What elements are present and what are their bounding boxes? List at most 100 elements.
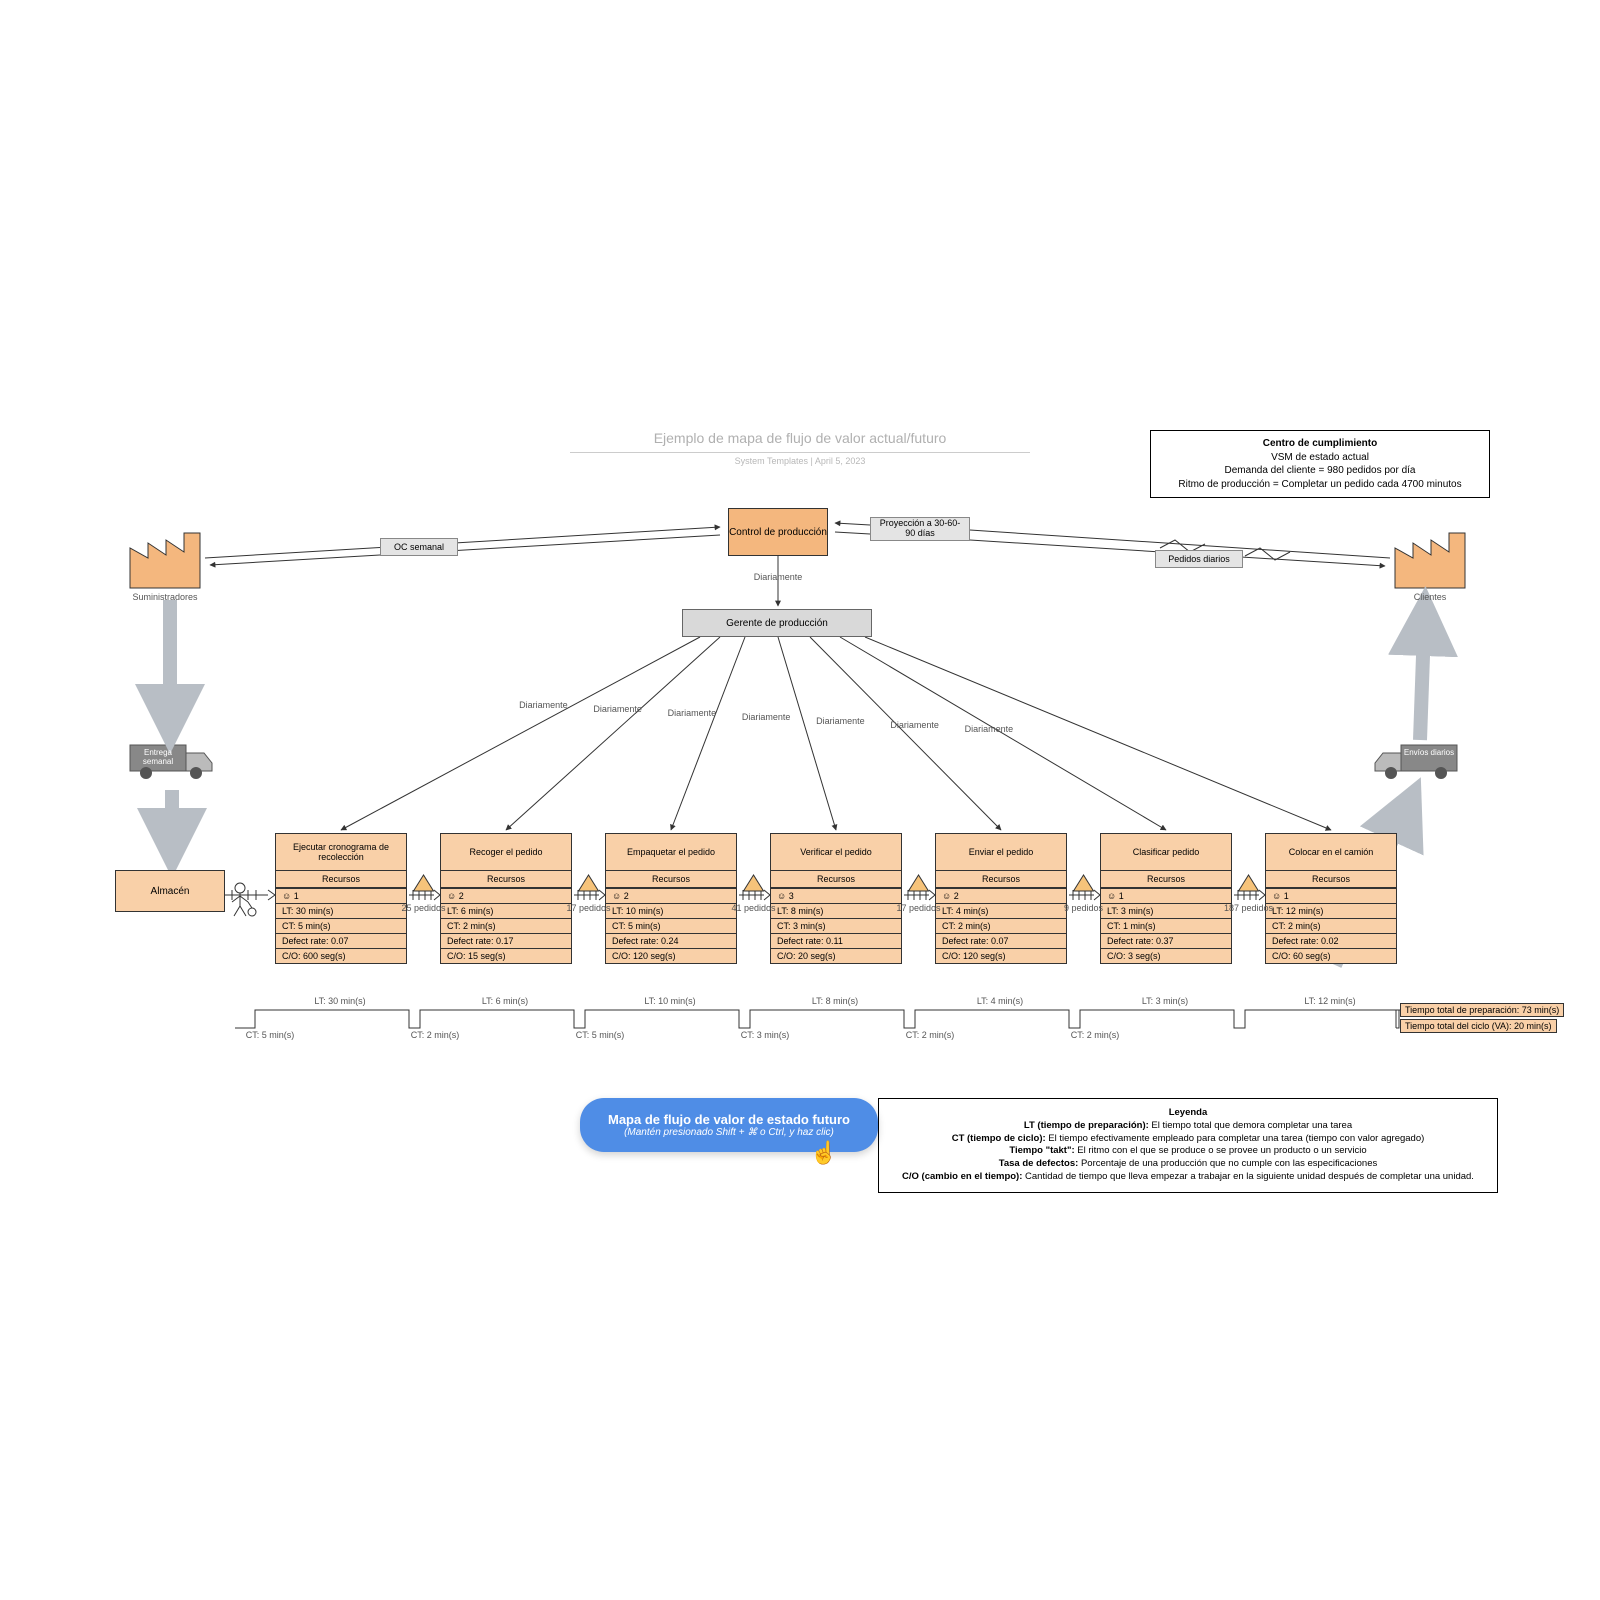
push-qty-1: 17 pedidos [561,903,617,913]
process-box-1: Recoger el pedidoRecursos☺ 2LT: 6 min(s)… [440,833,572,964]
step-lt-1: LT: 6 min(s) [450,996,560,1006]
process-lt: LT: 8 min(s) [771,903,901,918]
production-control-box: Control de producción [728,508,828,556]
process-name: Verificar el pedido [771,834,901,871]
process-lt: LT: 3 min(s) [1101,903,1231,918]
process-ct: CT: 5 min(s) [606,918,736,933]
push-arrow-3 [739,890,770,900]
step-ct-0: CT: 5 min(s) [220,1030,320,1040]
process-co: C/O: 120 seg(s) [606,948,736,963]
process-ct: CT: 5 min(s) [276,918,406,933]
suppliers-label: Suministradores [110,592,220,602]
process-resources: Recursos [276,871,406,888]
process-co: C/O: 3 seg(s) [1101,948,1231,963]
timeline-ladder [235,1010,1399,1028]
process-defect: Defect rate: 0.07 [936,933,1066,948]
infobox-line-2: Ritmo de producción = Completar un pedid… [1178,479,1461,490]
process-name: Enviar el pedido [936,834,1066,871]
projection-pill: Proyección a 30-60-90 días [870,517,970,541]
process-resources: Recursos [441,871,571,888]
customer-factory-icon [1395,533,1465,588]
process-ops: ☺ 1 [1266,888,1396,903]
process-box-4: Enviar el pedidoRecursos☺ 2LT: 4 min(s) C… [935,833,1067,964]
legend-box: Leyenda LT (tiempo de preparación): El t… [878,1098,1498,1193]
push-qty-2: 41 pedidos [726,903,782,913]
process-box-6: Colocar en el camiónRecursos☺ 1LT: 12 mi… [1265,833,1397,964]
process-defect: Defect rate: 0.07 [276,933,406,948]
process-lt: LT: 30 min(s) [276,903,406,918]
connectors-layer [0,0,1600,1600]
infobox-title: Centro de cumplimiento [1263,438,1377,449]
daily-label-4: Diariamente [805,716,875,726]
daily-label-2: Diariamente [657,708,727,718]
process-name: Empaquetar el pedido [606,834,736,871]
push-arrow-2 [574,890,605,900]
inventory-triangle-2 [744,875,764,891]
process-co: C/O: 15 seg(s) [441,948,571,963]
process-ct: CT: 1 min(s) [1101,918,1231,933]
oc-weekly-pill: OC semanal [380,538,458,556]
step-ct-5: CT: 2 min(s) [1045,1030,1145,1040]
inventory-triangle-0 [414,875,434,891]
vsm-canvas: Ejemplo de mapa de flujo de valor actual… [0,0,1600,1600]
operator-icon [232,883,256,916]
push-arrow-5 [1069,890,1100,900]
process-resources: Recursos [606,871,736,888]
daily-label-0: Diariamente [508,700,578,710]
process-lt: LT: 4 min(s) [936,903,1066,918]
weekly-delivery-label: Entrega semanal [131,748,185,766]
infobox-line-1: Demanda del cliente = 980 pedidos por dí… [1225,465,1416,476]
process-lt: LT: 10 min(s) [606,903,736,918]
process-co: C/O: 600 seg(s) [276,948,406,963]
process-resources: Recursos [1266,871,1396,888]
step-ct-1: CT: 2 min(s) [385,1030,485,1040]
supplier-factory-icon [130,533,200,588]
process-ops: ☺ 1 [1101,888,1231,903]
daily-orders-pill: Pedidos diarios [1155,550,1243,568]
step-lt-4: LT: 4 min(s) [945,996,1055,1006]
daily-label-3: Diariamente [731,712,801,722]
process-ct: CT: 2 min(s) [441,918,571,933]
infobox-line-0: VSM de estado actual [1271,452,1369,463]
push-arrow-1 [409,890,440,900]
process-ct: CT: 2 min(s) [1266,918,1396,933]
process-lt: LT: 12 min(s) [1266,903,1396,918]
step-lt-2: LT: 10 min(s) [615,996,725,1006]
step-ct-2: CT: 5 min(s) [550,1030,650,1040]
process-ops: ☺ 2 [441,888,571,903]
push-qty-3: 17 pedidos [891,903,947,913]
cta-main: Mapa de flujo de valor de estado futuro [608,1112,850,1127]
customers-label: Clientes [1385,592,1475,602]
process-name: Ejecutar cronograma de recolección [276,834,406,871]
cursor-hand-icon: ☝ [810,1140,837,1166]
inventory-triangle-5 [1239,875,1259,891]
push-arrow-4 [904,890,935,900]
inventory-triangle-1 [579,875,599,891]
process-ops: ☺ 3 [771,888,901,903]
process-box-2: Empaquetar el pedidoRecursos☺ 2LT: 10 mi… [605,833,737,964]
process-box-0: Ejecutar cronograma de recolecciónRecurs… [275,833,407,964]
push-qty-5: 187 pedidos [1221,903,1277,913]
daily-label-top: Diariamente [748,572,808,582]
step-lt-0: LT: 30 min(s) [285,996,395,1006]
daily-ship-label: Envíos diarios [1402,748,1456,757]
warehouse-box: Almacén [115,870,225,912]
process-resources: Recursos [771,871,901,888]
push-arrow-6 [1234,890,1265,900]
total-lt: Tiempo total de preparación: 73 min(s) [1400,1003,1564,1017]
process-resources: Recursos [936,871,1066,888]
total-ct: Tiempo total del ciclo (VA): 20 min(s) [1400,1019,1557,1033]
cta-sub: (Mantén presionado Shift + ⌘ o Ctrl, y h… [608,1127,850,1138]
process-co: C/O: 120 seg(s) [936,948,1066,963]
process-ops: ☺ 2 [606,888,736,903]
daily-label-5: Diariamente [880,720,950,730]
process-ops: ☺ 2 [936,888,1066,903]
process-ops: ☺ 1 [276,888,406,903]
process-co: C/O: 60 seg(s) [1266,948,1396,963]
step-lt-6: LT: 12 min(s) [1275,996,1385,1006]
step-lt-3: LT: 8 min(s) [780,996,890,1006]
process-name: Colocar en el camión [1266,834,1396,871]
push-qty-0: 25 pedidos [396,903,452,913]
process-co: C/O: 20 seg(s) [771,948,901,963]
process-defect: Defect rate: 0.11 [771,933,901,948]
